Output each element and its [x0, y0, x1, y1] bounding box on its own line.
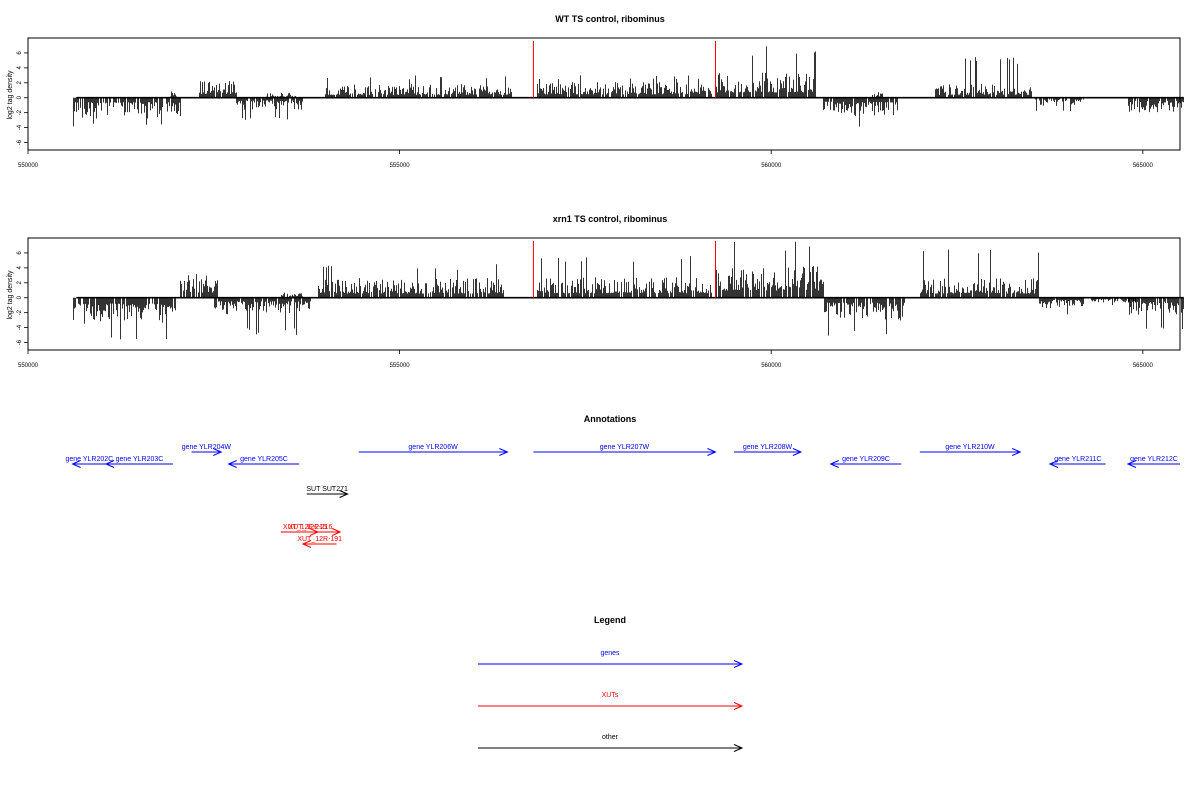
xrn1-x-tick-label: 555000	[390, 363, 411, 369]
wt-y-tick-label: -6	[17, 139, 23, 145]
xrn1-panel: xrn1 TS control, ribominus log2 tag dens…	[7, 214, 1184, 369]
wt-y-tick-label: 2	[17, 80, 23, 84]
annotation-feature: SUT SUT271	[306, 486, 349, 498]
xrn1-y-tick-label: -6	[17, 339, 23, 345]
xrn1-y-tick-label: 4	[17, 266, 23, 270]
legend-title: Legend	[594, 615, 626, 625]
annotation-arrowhead	[1126, 460, 1137, 468]
annotations-title: Annotations	[584, 414, 637, 424]
annotation-arrowhead	[339, 490, 349, 498]
annotation-arrowhead	[707, 448, 717, 456]
annotation-label: gene YLR208W	[743, 444, 793, 451]
wt-plot-frame	[27, 37, 1181, 151]
xrn1-x-tick-label: 560000	[761, 363, 782, 369]
legend-arrowhead	[733, 660, 744, 668]
annotation-arrowhead	[1012, 448, 1022, 456]
annotation-arrowhead	[829, 460, 839, 468]
annotation-arrowhead	[1048, 460, 1059, 468]
annotation-label: gene YLR204W	[182, 444, 232, 451]
annotation-arrowhead	[301, 540, 312, 548]
annotation-arrowhead	[309, 528, 320, 536]
annotation-arrowhead	[331, 528, 342, 536]
xrn1-x-tick-label: 550000	[18, 363, 39, 369]
annotation-feature: gene YLR204W	[182, 444, 232, 456]
wt-y-tick-label: 6	[17, 51, 23, 55]
annotations-panel: Annotations gene YLR202C gene YLR203C gene…	[65, 414, 1180, 548]
annotation-label: gene YLR209C	[842, 456, 890, 463]
annotation-label: gene YLR207W	[600, 444, 650, 451]
wt-x-tick-label: 565000	[1133, 163, 1154, 169]
wt-y-tick-label: -2	[17, 109, 23, 115]
wt-x-tick-label: 550000	[18, 163, 39, 169]
wt-y-tick-label: -4	[17, 124, 23, 130]
xrn1-plot-frame	[27, 237, 1181, 351]
annotation-arrowhead	[71, 460, 81, 468]
annotation-arrowhead	[104, 460, 115, 468]
annotation-feature: gene YLR212C	[1126, 456, 1180, 468]
annotation-feature: gene YLR202C	[65, 456, 113, 468]
annotation-arrowhead	[499, 448, 509, 456]
wt-bars	[73, 46, 1184, 127]
legend-label: other	[602, 734, 619, 741]
annotation-label: gene YLR211C	[1054, 456, 1101, 463]
annotation-label: gene YLR206W	[408, 444, 458, 451]
legend-panel: Legend genes XUTs other	[478, 615, 744, 752]
annotation-feature: gene YLR207W	[533, 444, 717, 456]
legend-label: genes	[600, 650, 620, 657]
annotation-feature: gene YLR206W	[358, 444, 509, 456]
annotation-feature: gene YLR205C	[227, 456, 300, 468]
annotation-label: gene YLR205C	[240, 456, 288, 463]
xrn1-y-tick-label: 2	[17, 280, 23, 284]
xrn1-y-tick-label: -2	[17, 309, 23, 315]
xrn1-panel-title: xrn1 TS control, ribominus	[553, 214, 668, 224]
wt-panel: WT TS control, ribominus log2 tag densit…	[7, 14, 1184, 169]
legend-arrowhead	[733, 744, 744, 752]
xrn1-y-tick-label: -4	[17, 324, 23, 330]
annotation-label: gene YLR202C	[65, 456, 113, 463]
annotation-feature: gene YLR203C	[104, 456, 173, 468]
legend-label: XUTs	[602, 692, 619, 699]
xrn1-y-tick-label: 6	[17, 251, 23, 255]
xrn1-y-tick-label: 0	[17, 295, 23, 299]
legend-entry: other	[478, 734, 744, 752]
legend-arrowhead	[733, 702, 744, 710]
xrn1-ylabel: log2 tag density	[7, 270, 14, 320]
annotation-label: gene YLR210W	[945, 444, 995, 451]
annotation-label: gene YLR203C	[116, 456, 164, 463]
annotation-arrowhead	[227, 460, 237, 468]
wt-x-tick-label: 560000	[761, 163, 782, 169]
annotation-feature: gene YLR210W	[919, 444, 1022, 456]
annotation-label: gene YLR212C	[1130, 456, 1178, 463]
annotation-feature: gene YLR211C	[1048, 456, 1106, 468]
legend-entry: genes	[478, 650, 744, 668]
annotation-arrowhead	[792, 448, 803, 456]
xrn1-x-tick-label: 565000	[1133, 363, 1154, 369]
annotation-feature: XUT_12F-215	[283, 524, 327, 536]
annotation-feature: XUT_12R-191	[297, 536, 342, 548]
xrn1-bars	[73, 241, 1184, 340]
annotation-label: XUT_12R-191	[297, 536, 342, 543]
annotation-label: XUT_12F-216	[288, 524, 332, 531]
annotation-feature: gene YLR208W	[734, 444, 803, 456]
annotation-feature: gene YLR209C	[829, 456, 902, 468]
annotation-arrowhead	[213, 448, 223, 456]
wt-x-tick-label: 555000	[390, 163, 411, 169]
wt-panel-title: WT TS control, ribominus	[555, 14, 665, 24]
wt-y-tick-label: 0	[17, 95, 23, 99]
legend-entry: XUTs	[478, 692, 744, 710]
wt-ylabel: log2 tag density	[7, 70, 14, 120]
wt-y-tick-label: 4	[17, 66, 23, 70]
annotation-label: SUT SUT271	[306, 486, 348, 493]
annotation-label: XUT_12F-215	[283, 524, 327, 531]
